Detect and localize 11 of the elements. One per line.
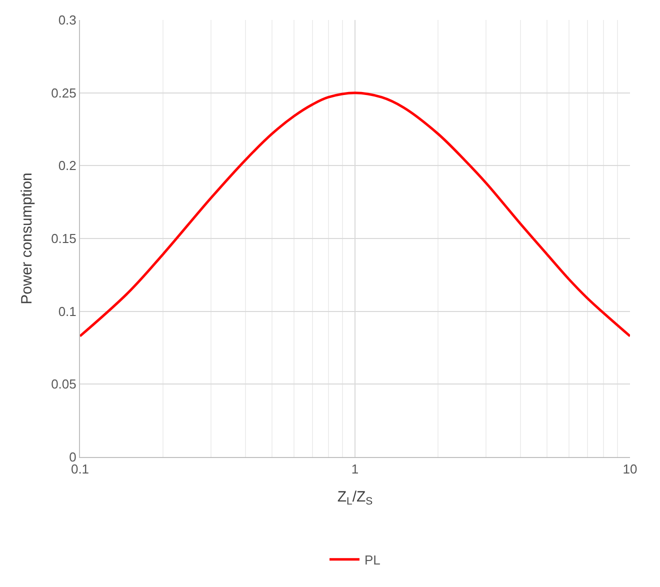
y-tick-label: 0.05 — [51, 376, 76, 392]
legend-label: PL — [364, 552, 380, 568]
y-axis-title: Power consumption — [18, 172, 36, 304]
y-tick-label: 0.2 — [58, 158, 76, 174]
y-tick-label: 0.25 — [51, 85, 76, 100]
y-tick-label: 0.15 — [51, 231, 76, 246]
x-axis-title: Z$_{L}$/Z$_{S}$ — [337, 488, 373, 508]
y-tick-label: 0.1 — [58, 304, 76, 319]
x-tick-label: 10 — [622, 462, 638, 477]
y-tick-label: 0.3 — [58, 12, 76, 28]
x-tick-label: 1 — [351, 462, 359, 477]
